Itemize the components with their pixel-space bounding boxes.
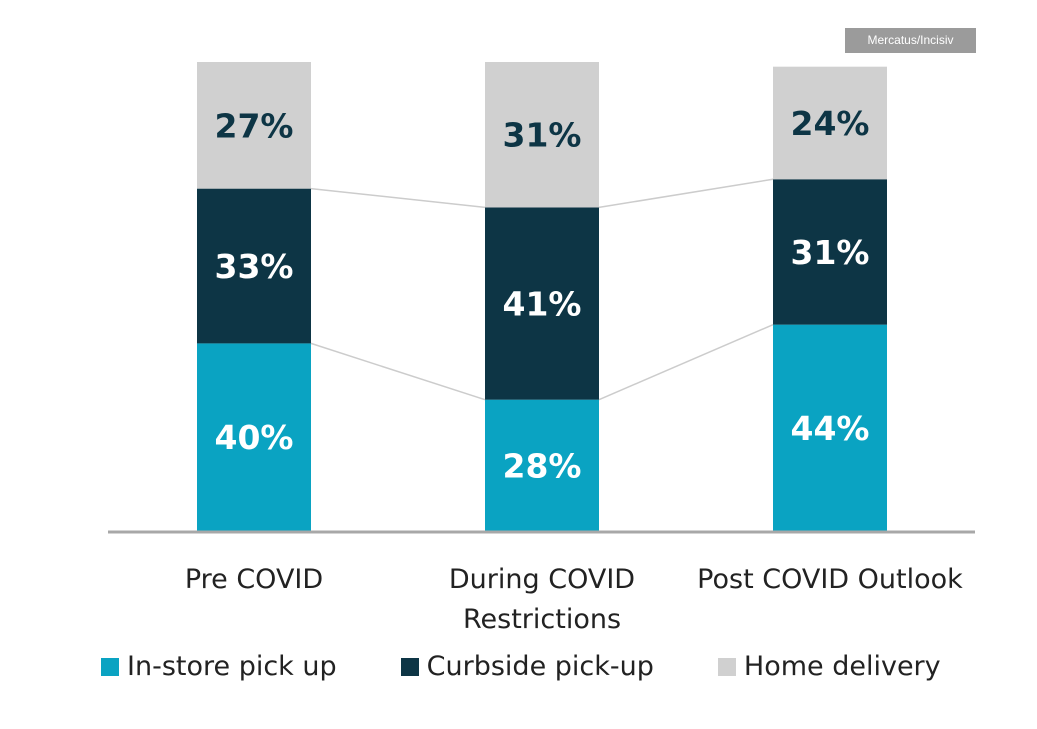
bar-segment (197, 343, 311, 531)
legend-swatch (717, 657, 736, 676)
connector-line (310, 187, 486, 209)
bar-segment (485, 62, 599, 208)
bar-segment (485, 207, 599, 400)
bar-segment (197, 62, 311, 189)
data-label: 41% (503, 285, 582, 324)
data-label: 31% (503, 116, 582, 155)
legend-label: Curbside pick-up (426, 651, 654, 682)
connector-lines (310, 178, 774, 401)
x-tick-label: During COVID (449, 564, 635, 595)
legend-label: In-store pick up (127, 651, 337, 682)
category-labels: Pre COVID During COVID Restrictions Post CO… (185, 564, 963, 635)
bars: 40% 33% 27% 28% 41% 31% 44% 31% 24% (197, 62, 887, 531)
data-label: 40% (215, 418, 294, 457)
data-label: 27% (215, 106, 294, 145)
x-tick-label: Pre COVID (185, 564, 323, 595)
data-label: 24% (791, 104, 870, 143)
bar-segment (773, 66, 887, 180)
bar-segment (485, 399, 599, 531)
legend-item-curbside: Curbside pick-up (400, 651, 654, 682)
bar-segment (773, 179, 887, 325)
x-tick-label: Restrictions (463, 604, 621, 635)
connector-line (598, 178, 774, 209)
bar-segment (197, 188, 311, 344)
data-label: 28% (503, 446, 582, 485)
legend-swatch (400, 657, 419, 676)
legend-swatch (101, 657, 119, 676)
x-tick-label: Post COVID Outlook (697, 564, 963, 595)
legend-label: Home delivery (743, 651, 941, 682)
data-label: 31% (791, 233, 870, 272)
source-badge: Mercatus/Incisiv (845, 28, 976, 53)
connector-line (598, 323, 774, 401)
bar-segment (773, 324, 887, 531)
legend: In-store pick up Curbside pick-up Home d… (101, 651, 941, 682)
data-label: 44% (791, 409, 870, 448)
legend-item-in-store: In-store pick up (101, 651, 337, 682)
connector-line (310, 342, 486, 401)
data-label: 33% (215, 247, 294, 286)
legend-item-home-delivery: Home delivery (717, 651, 941, 682)
